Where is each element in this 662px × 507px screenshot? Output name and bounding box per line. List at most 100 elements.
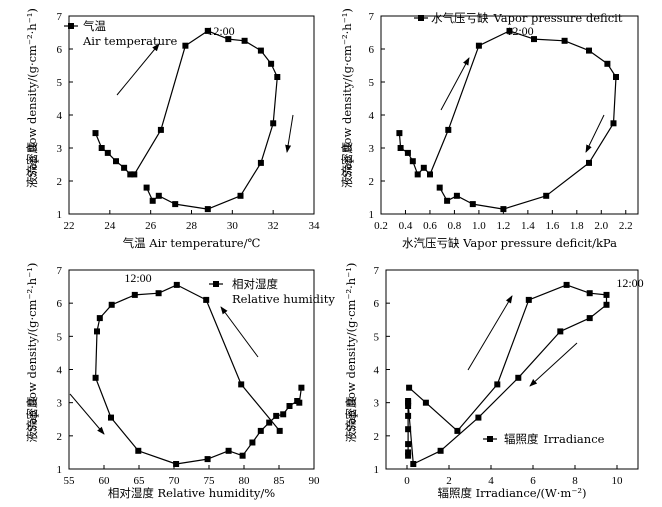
- data-point: [266, 419, 273, 426]
- y-axis-title-en: Sap flow density/(g·cm⁻²·h⁻¹): [340, 8, 354, 178]
- data-point: [405, 426, 412, 433]
- data-point: [249, 439, 256, 446]
- x-tick-label: 60: [99, 475, 111, 487]
- x-tick-label: 6: [530, 475, 536, 487]
- data-point: [414, 171, 421, 178]
- y-tick-label: 3: [369, 143, 375, 155]
- y-tick-label: 5: [374, 331, 380, 343]
- legend-marker: [487, 436, 493, 442]
- data-point: [108, 414, 114, 421]
- y-axis-title-en: Sap flow density/(g·cm⁻²·h⁻¹): [25, 263, 39, 433]
- data-point: [405, 441, 412, 448]
- annotation-noon: 12:00: [616, 276, 643, 290]
- x-tick-label: 4: [488, 475, 494, 487]
- data-point: [257, 427, 264, 434]
- data-point: [280, 411, 287, 418]
- data-point: [143, 184, 150, 191]
- data-point: [445, 126, 452, 133]
- y-tick-label: 3: [374, 398, 380, 410]
- y-tick-label: 4: [374, 365, 380, 377]
- data-point: [274, 74, 281, 80]
- x-tick-label: 0.2: [374, 220, 388, 232]
- y-tick-label: 5: [57, 77, 63, 89]
- data-point: [561, 37, 568, 44]
- x-tick-label: 1.4: [521, 220, 535, 232]
- direction-arrow: [529, 342, 578, 387]
- data-point: [475, 42, 482, 49]
- data-point: [506, 27, 513, 34]
- panel-irradiance: 液流密度 Sap flow density/(g·cm⁻²·h⁻¹) 辐照度 I…: [344, 263, 644, 500]
- data-point: [586, 315, 593, 322]
- series-line: [94, 30, 278, 210]
- y-tick-label: 5: [369, 77, 375, 89]
- data-point: [396, 130, 403, 137]
- annotation-noon: 12:00: [207, 24, 234, 38]
- data-point: [96, 315, 103, 322]
- data-point: [149, 197, 156, 204]
- data-point: [475, 414, 482, 421]
- data-point: [172, 201, 179, 208]
- data-point: [298, 384, 305, 391]
- legend: 气温 Air temperature: [64, 19, 178, 48]
- x-axis-title: 相对湿度 Relative humidity/%: [108, 486, 275, 500]
- data-point: [405, 399, 412, 406]
- legend-label-en: Irradiance: [544, 432, 605, 446]
- y-tick-label: 3: [57, 143, 63, 155]
- y-axis-title-zh: 液流密度: [344, 396, 358, 442]
- data-point: [603, 291, 610, 298]
- x-tick-label: 2: [446, 475, 452, 487]
- direction-arrow: [467, 295, 513, 371]
- data-point: [270, 120, 277, 127]
- data-point: [239, 452, 246, 459]
- data-point: [543, 192, 550, 199]
- data-point: [405, 452, 412, 459]
- data-point: [515, 374, 522, 381]
- data-point: [557, 328, 564, 335]
- data-point: [155, 192, 162, 199]
- x-tick-label: 85: [274, 475, 286, 487]
- x-tick-label: 90: [309, 475, 321, 487]
- data-point: [131, 291, 138, 298]
- data-point: [404, 149, 411, 156]
- data-point: [397, 145, 404, 151]
- y-axis-title-zh: 液流密度: [25, 396, 39, 442]
- x-tick-label: 26: [145, 220, 157, 232]
- y-tick-label: 4: [57, 365, 63, 377]
- legend-label-en: Vapor pressure deficit: [493, 11, 623, 25]
- data-point: [613, 74, 619, 80]
- direction-arrow: [440, 57, 470, 111]
- data-point: [127, 171, 134, 178]
- y-tick-label: 3: [57, 398, 63, 410]
- y-tick-label: 4: [369, 110, 375, 122]
- legend-label-en: Relative humidity: [232, 292, 335, 306]
- legend-marker: [213, 281, 219, 287]
- x-tick-label: 1.0: [472, 220, 486, 232]
- data-point: [98, 145, 105, 151]
- x-tick-label: 65: [134, 475, 146, 487]
- data-point: [104, 149, 111, 156]
- y-axis-title-en: Sap flow density/(g·cm⁻²·h⁻¹): [25, 8, 39, 178]
- annotation-noon: 12:00: [124, 271, 151, 285]
- data-point: [494, 381, 501, 388]
- direction-arrow: [116, 43, 160, 96]
- data-point: [225, 447, 232, 454]
- panel-air-temperature: 液流密度 Sap flow density/(g·cm⁻²·h⁻¹) 气温 Ai…: [25, 8, 320, 250]
- y-tick-label: 6: [369, 44, 375, 56]
- x-tick-label: 8: [572, 475, 578, 487]
- y-tick-label: 2: [374, 431, 380, 443]
- x-axis-title: 辐照度 Irradiance/(W·m⁻²): [437, 486, 586, 500]
- x-tick-label: 70: [169, 475, 181, 487]
- data-point: [437, 447, 444, 454]
- data-point: [173, 281, 180, 288]
- y-tick-label: 6: [57, 44, 63, 56]
- data-point: [182, 42, 189, 49]
- x-tick-label: 1.6: [545, 220, 559, 232]
- data-point: [157, 126, 164, 133]
- y-tick-label: 7: [374, 265, 380, 277]
- y-axis-title: 液流密度 Sap flow density/(g·cm⁻²·h⁻¹): [25, 8, 39, 188]
- y-tick-label: 2: [369, 176, 375, 188]
- data-point: [268, 60, 275, 67]
- y-axis-title: 液流密度 Sap flow density/(g·cm⁻²·h⁻¹): [340, 8, 354, 188]
- data-point: [610, 120, 617, 127]
- data-point: [273, 412, 280, 419]
